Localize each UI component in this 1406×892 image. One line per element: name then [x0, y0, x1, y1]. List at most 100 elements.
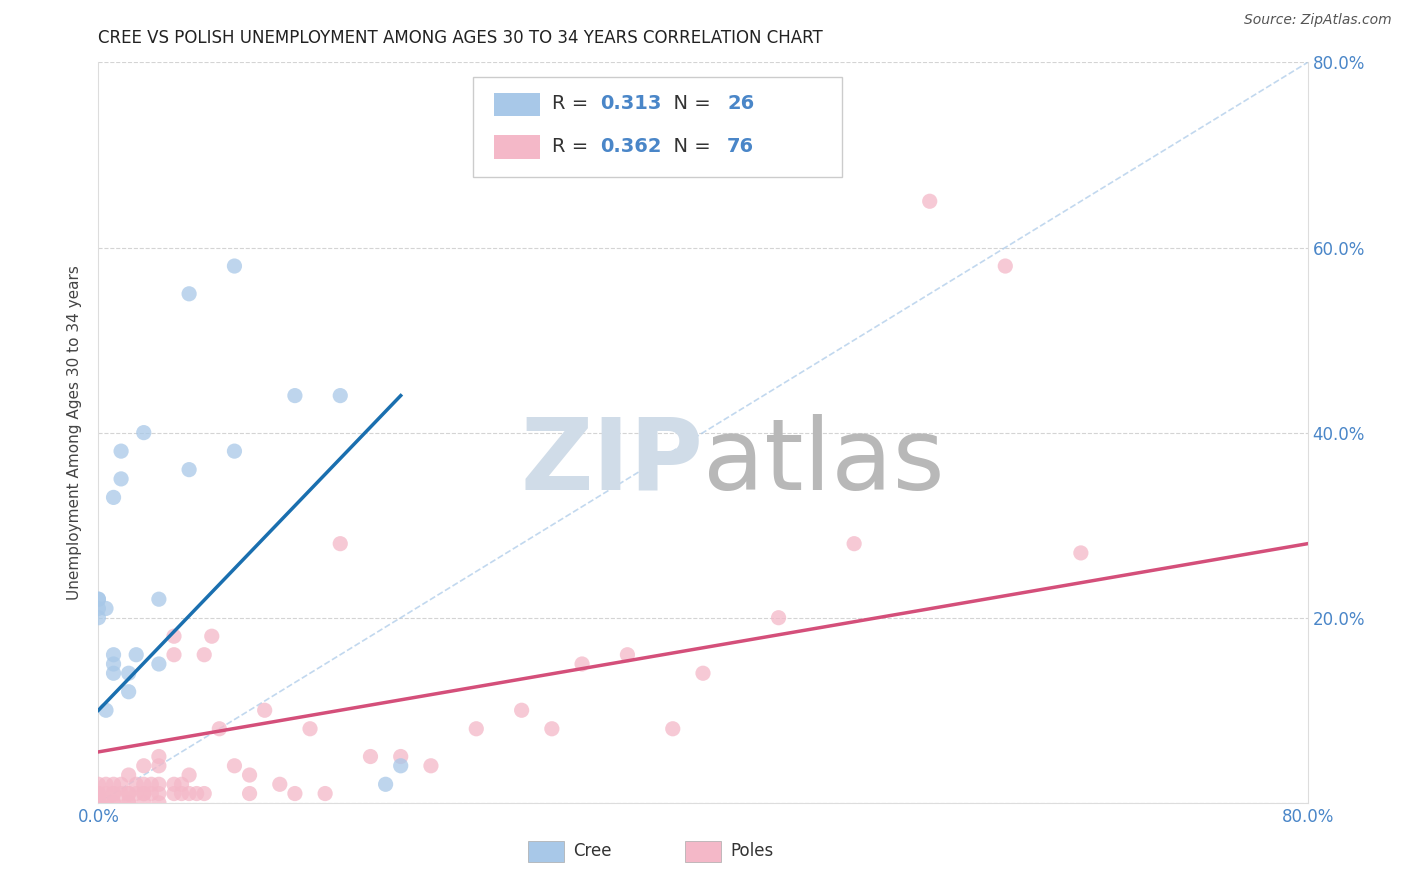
Point — [163, 787, 186, 801]
Point — [269, 777, 291, 791]
Text: 0.362: 0.362 — [600, 136, 662, 155]
Point — [118, 796, 141, 810]
Point — [118, 787, 141, 801]
Point — [87, 601, 110, 615]
Point — [103, 796, 125, 810]
Point — [125, 648, 148, 662]
Point — [224, 758, 246, 772]
Text: atlas: atlas — [703, 414, 945, 511]
Point — [179, 286, 201, 301]
Point — [314, 787, 336, 801]
FancyBboxPatch shape — [494, 135, 540, 159]
Point — [844, 536, 866, 550]
Text: N =: N = — [661, 136, 717, 155]
Point — [510, 703, 533, 717]
Point — [239, 787, 262, 801]
Point — [918, 194, 941, 209]
Point — [201, 629, 224, 643]
Point — [1070, 546, 1092, 560]
Point — [284, 388, 307, 402]
Point — [94, 703, 117, 717]
Point — [465, 722, 488, 736]
Text: R =: R = — [551, 94, 595, 112]
Point — [87, 796, 110, 810]
Point — [125, 777, 148, 791]
Point — [118, 768, 141, 782]
Text: R =: R = — [551, 136, 595, 155]
Point — [132, 758, 155, 772]
Point — [994, 259, 1017, 273]
Point — [87, 592, 110, 607]
Point — [132, 787, 155, 801]
Point — [148, 592, 170, 607]
Point — [87, 796, 110, 810]
Point — [148, 787, 170, 801]
Point — [389, 758, 412, 772]
Point — [163, 629, 186, 643]
Point — [540, 722, 562, 736]
Point — [118, 796, 141, 810]
Point — [87, 796, 110, 810]
Point — [299, 722, 322, 736]
Point — [94, 796, 117, 810]
Point — [284, 787, 307, 801]
Point — [87, 787, 110, 801]
Text: N =: N = — [661, 94, 717, 112]
Point — [141, 787, 163, 801]
Point — [179, 462, 201, 476]
Point — [103, 666, 125, 681]
Text: CREE VS POLISH UNEMPLOYMENT AMONG AGES 30 TO 34 YEARS CORRELATION CHART: CREE VS POLISH UNEMPLOYMENT AMONG AGES 3… — [98, 29, 823, 47]
Point — [224, 259, 246, 273]
Point — [87, 796, 110, 810]
Point — [103, 777, 125, 791]
Point — [103, 796, 125, 810]
Point — [163, 648, 186, 662]
FancyBboxPatch shape — [685, 841, 721, 862]
Point — [329, 536, 352, 550]
Point — [132, 777, 155, 791]
Point — [253, 703, 276, 717]
Point — [110, 787, 132, 801]
Point — [94, 601, 117, 615]
Point — [374, 777, 396, 791]
Point — [87, 791, 110, 805]
Point — [148, 796, 170, 810]
Point — [132, 425, 155, 440]
Point — [224, 444, 246, 458]
Point — [692, 666, 714, 681]
Text: ZIP: ZIP — [520, 414, 703, 511]
Text: 0.313: 0.313 — [600, 94, 662, 112]
Y-axis label: Unemployment Among Ages 30 to 34 years: Unemployment Among Ages 30 to 34 years — [67, 265, 83, 600]
Point — [179, 787, 201, 801]
Point — [163, 777, 186, 791]
Point — [193, 648, 215, 662]
Point — [170, 777, 193, 791]
Point — [110, 444, 132, 458]
Point — [103, 787, 125, 801]
Point — [110, 472, 132, 486]
Point — [571, 657, 593, 671]
Point — [118, 787, 141, 801]
Point — [661, 722, 683, 736]
Point — [103, 787, 125, 801]
Text: Poles: Poles — [731, 842, 775, 860]
Point — [208, 722, 231, 736]
Point — [179, 768, 201, 782]
Point — [360, 749, 382, 764]
Point — [94, 787, 117, 801]
Text: Cree: Cree — [574, 842, 612, 860]
Point — [141, 777, 163, 791]
FancyBboxPatch shape — [527, 841, 564, 862]
FancyBboxPatch shape — [474, 78, 842, 178]
FancyBboxPatch shape — [494, 93, 540, 117]
Point — [616, 648, 638, 662]
Point — [186, 787, 208, 801]
Point — [103, 648, 125, 662]
Point — [118, 666, 141, 681]
Text: Source: ZipAtlas.com: Source: ZipAtlas.com — [1244, 13, 1392, 28]
Point — [103, 491, 125, 505]
Point — [87, 791, 110, 805]
Point — [132, 796, 155, 810]
Point — [768, 610, 790, 624]
Point — [87, 777, 110, 791]
